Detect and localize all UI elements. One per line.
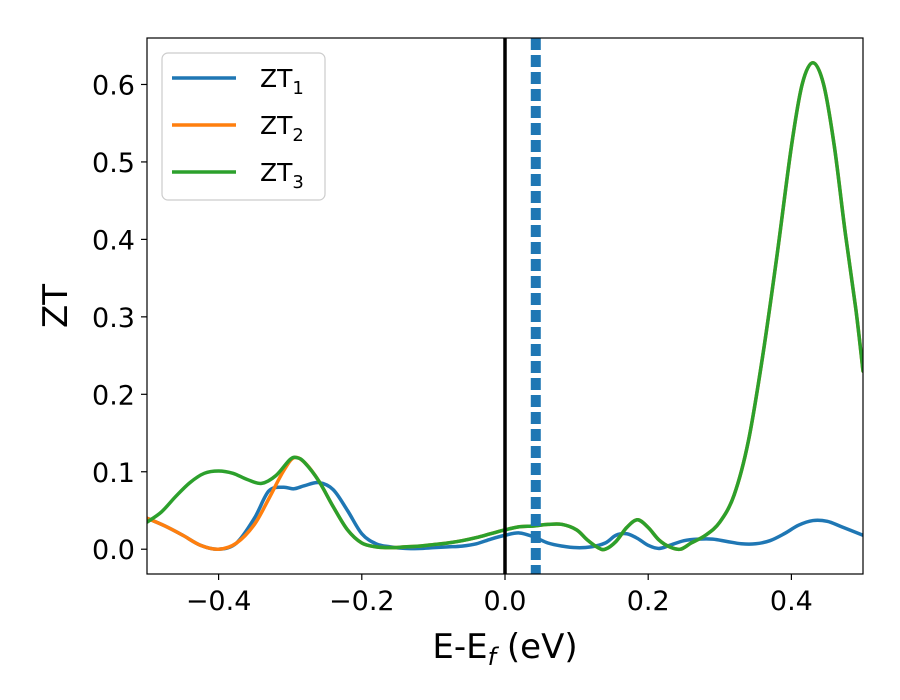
legend: ZT1 ZT2 ZT3 [161, 52, 326, 201]
y-axis-title: ZT [36, 284, 76, 328]
x-tick-label: −0.4 [186, 586, 252, 617]
vline-layer [503, 38, 541, 574]
y-axis-ticks: 0.0 0.1 0.2 0.3 0.4 0.5 0.6 [92, 70, 147, 566]
legend-label-zt3: ZT3 [260, 158, 304, 193]
y-tick-label: 0.1 [92, 458, 135, 489]
series-line-zt1 [147, 480, 863, 552]
x-tick-label: 0.4 [770, 586, 813, 617]
y-tick-label: 0.6 [92, 70, 135, 101]
y-tick-label: 0.2 [92, 380, 135, 411]
y-tick-label: 0.5 [92, 148, 135, 179]
x-axis-title: E-Ef (eV) [432, 627, 577, 671]
x-tick-label: 0.2 [627, 586, 670, 617]
x-axis-ticks: −0.4 −0.2 0.0 0.2 0.4 [186, 574, 813, 617]
y-tick-label: 0.0 [92, 535, 135, 566]
y-tick-label: 0.4 [92, 225, 135, 256]
series-layer [147, 61, 863, 552]
y-tick-label: 0.3 [92, 303, 135, 334]
legend-label-zt1: ZT1 [260, 64, 304, 99]
legend-frame [161, 52, 326, 201]
x-tick-label: −0.2 [329, 586, 395, 617]
series-line-zt3 [147, 61, 863, 552]
x-tick-label: 0.0 [484, 586, 527, 617]
x-axis-title-unit: (eV) [496, 627, 578, 667]
x-axis-title-main: E-E [432, 627, 487, 667]
legend-label-zt2: ZT2 [260, 111, 304, 146]
